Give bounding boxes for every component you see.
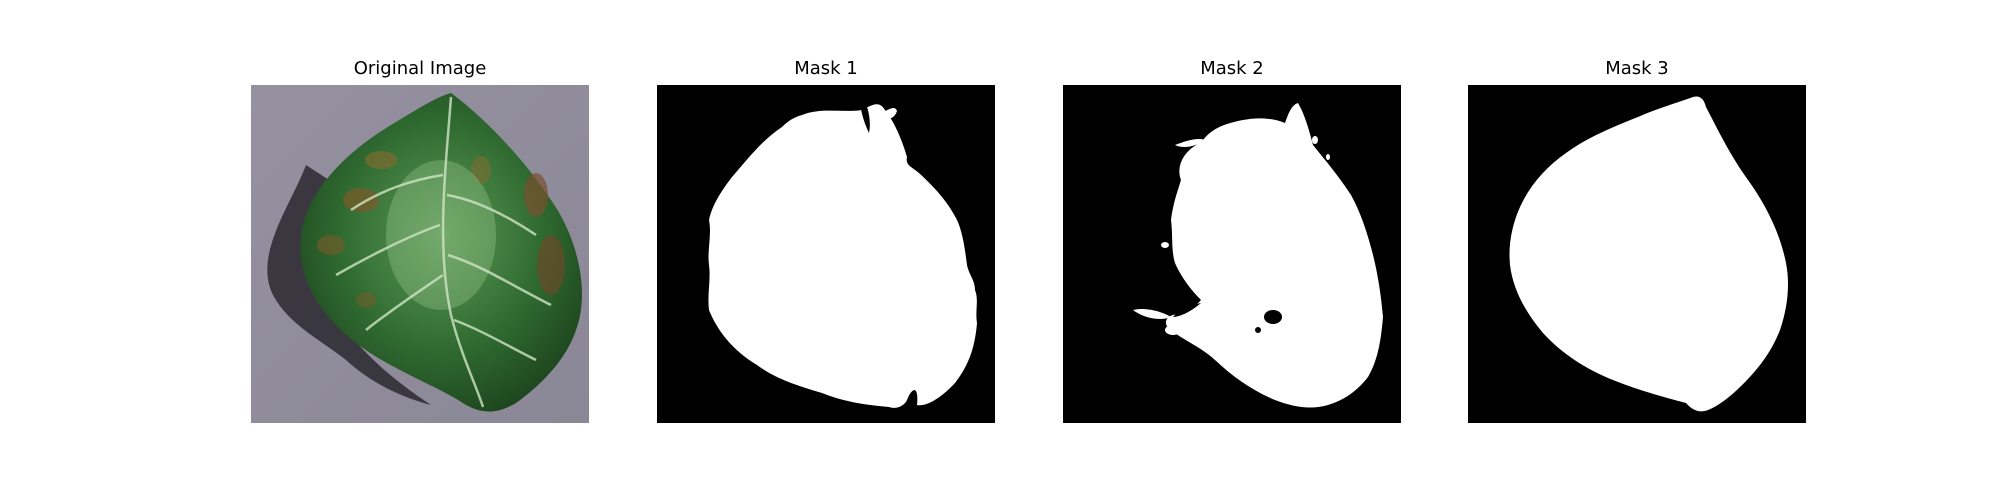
leaf-highlight: [386, 160, 496, 310]
lesion-spot: [471, 156, 491, 184]
panel-mask-1: Mask 1: [657, 0, 995, 500]
mask-hole: [1264, 310, 1282, 324]
mask-foreground: [1509, 96, 1788, 412]
leaf-body: [300, 93, 582, 412]
panel-original-image: Original Image: [251, 0, 589, 500]
mask-1-image: [657, 85, 995, 423]
mask-notch: [861, 107, 870, 133]
lesion-spot: [365, 151, 397, 169]
panel-mask-3: Mask 3: [1468, 0, 1806, 500]
panel-title: Mask 2: [1200, 58, 1264, 79]
mask-fragment: [1326, 154, 1330, 160]
leaf-veins: [335, 96, 552, 408]
leaf-photo: [251, 85, 589, 423]
mask-fragment: [1165, 325, 1181, 335]
lesion-spot: [317, 235, 345, 255]
panel-title: Mask 3: [1605, 58, 1669, 79]
mask-fragment: [1175, 138, 1205, 148]
mask-fragment: [1161, 242, 1169, 248]
mask-2-image: [1063, 85, 1401, 423]
lesion-spot: [524, 173, 548, 217]
mask-foreground: [1165, 103, 1383, 408]
mask-foreground: [708, 104, 977, 408]
mask-fragment: [1133, 308, 1171, 319]
mask-fragment: [1312, 136, 1318, 144]
panel-title: Original Image: [353, 58, 487, 79]
panel-title: Mask 1: [794, 58, 858, 79]
mask-hole: [1173, 303, 1201, 317]
mask-3-image: [1468, 85, 1806, 423]
mask-spike: [882, 107, 897, 119]
lesion-spot: [343, 188, 379, 212]
lesion-spot: [537, 235, 565, 295]
panel-mask-2: Mask 2: [1063, 0, 1401, 500]
lesion-spot: [356, 292, 376, 308]
mask-hole: [1255, 327, 1261, 333]
